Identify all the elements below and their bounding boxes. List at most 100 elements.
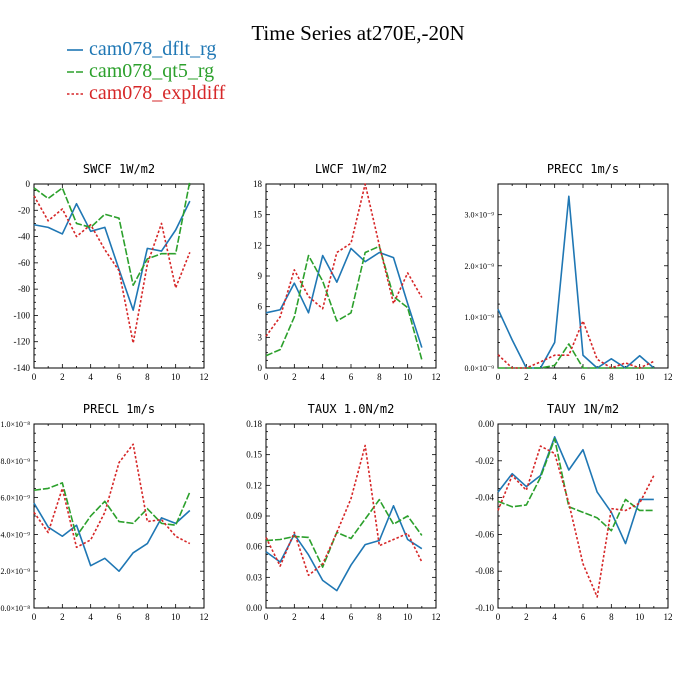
panels: SWCF 1W/m2 0 2 4 6 8 10 12 -140 -120 -100 -80 -60 -40… bbox=[0, 162, 672, 622]
x-tick-label: 4 bbox=[88, 372, 93, 382]
x-tick-label: 4 bbox=[88, 612, 93, 622]
legend: cam078_dflt_rgcam078_qt5_rgcam078_expldi… bbox=[67, 38, 226, 104]
y-tick-label: 18 bbox=[253, 179, 263, 189]
series-line-cam078_dflt_rg bbox=[497, 436, 654, 545]
x-tick-label: 0 bbox=[264, 372, 269, 382]
y-tick-label: 3 bbox=[258, 332, 263, 342]
series-line-cam078_expldiff bbox=[33, 195, 191, 344]
y-tick-label: -0.10 bbox=[475, 603, 494, 613]
series-line-cam078_expldiff bbox=[265, 183, 423, 337]
y-tick-label: 0.09 bbox=[246, 511, 262, 521]
y-tick-label: 4.0×10⁻⁹ bbox=[0, 530, 30, 539]
y-tick-label: 2.0×10⁻⁹ bbox=[0, 567, 30, 576]
y-tick-label: -20 bbox=[18, 205, 30, 215]
chart-panel-3: PRECC 1m/s 0 2 4 6 8 10 12 0.0×10⁻⁹ 1.0×10⁻⁹ 2.0×1… bbox=[464, 162, 672, 382]
x-tick-label: 8 bbox=[377, 372, 382, 382]
y-tick-label: 0.15 bbox=[246, 450, 262, 460]
x-tick-label: 8 bbox=[609, 372, 614, 382]
x-tick-label: 10 bbox=[403, 612, 413, 622]
x-tick-label: 8 bbox=[377, 612, 382, 622]
plot-frame bbox=[497, 183, 669, 369]
x-tick-label: 12 bbox=[664, 612, 673, 622]
y-tick-label: 0.0×10⁻⁹ bbox=[464, 364, 494, 373]
panel-title: TAUY 1N/m2 bbox=[547, 402, 619, 416]
x-tick-label: 4 bbox=[552, 612, 557, 622]
x-tick-label: 10 bbox=[171, 372, 181, 382]
y-tick-label: 6.0×10⁻⁹ bbox=[0, 494, 30, 503]
x-tick-label: 8 bbox=[145, 612, 150, 622]
y-tick-label: 0.00 bbox=[246, 603, 262, 613]
panel-title: SWCF 1W/m2 bbox=[83, 162, 155, 176]
y-tick-label: 8.0×10⁻⁹ bbox=[0, 457, 30, 466]
plot-frame bbox=[265, 183, 437, 369]
y-tick-label: -0.02 bbox=[475, 456, 494, 466]
x-tick-label: 6 bbox=[117, 372, 122, 382]
x-tick-label: 0 bbox=[32, 372, 37, 382]
series-line-cam078_qt5_rg bbox=[498, 343, 654, 369]
y-tick-label: 12 bbox=[253, 240, 262, 250]
x-tick-label: 6 bbox=[581, 372, 586, 382]
plot-frame bbox=[33, 423, 205, 609]
y-tick-label: -120 bbox=[14, 337, 31, 347]
x-tick-label: 2 bbox=[292, 372, 297, 382]
x-tick-label: 0 bbox=[264, 612, 269, 622]
x-tick-label: 8 bbox=[609, 612, 614, 622]
series-line-cam078_dflt_rg bbox=[265, 247, 423, 348]
x-tick-label: 0 bbox=[32, 612, 37, 622]
x-tick-label: 10 bbox=[171, 612, 181, 622]
y-tick-label: 15 bbox=[253, 210, 263, 220]
series-line-cam078_expldiff bbox=[497, 445, 655, 598]
series-line-cam078_qt5_rg bbox=[265, 498, 423, 568]
x-tick-label: 10 bbox=[635, 372, 645, 382]
y-tick-label: -80 bbox=[18, 284, 30, 294]
y-tick-label: 0.00 bbox=[478, 419, 494, 429]
x-tick-label: 4 bbox=[320, 612, 325, 622]
x-tick-label: 12 bbox=[664, 372, 673, 382]
plot-frame bbox=[265, 423, 437, 609]
y-tick-label: 1.0×10⁻⁸ bbox=[0, 420, 30, 429]
x-tick-label: 4 bbox=[552, 372, 557, 382]
series-line-cam078_dflt_rg bbox=[33, 200, 191, 311]
series-line-cam078_qt5_rg bbox=[33, 482, 191, 538]
series-line-cam078_dflt_rg bbox=[33, 502, 191, 573]
panel-title: TAUX 1.0N/m2 bbox=[308, 402, 395, 416]
chart-panel-5: TAUX 1.0N/m2 0 2 4 6 8 10 12 0.00 0.03 0.06 0.09 0.1… bbox=[246, 402, 440, 622]
series-line-cam078_qt5_rg bbox=[265, 245, 423, 361]
x-tick-label: 4 bbox=[320, 372, 325, 382]
x-tick-label: 6 bbox=[581, 612, 586, 622]
y-tick-label: 0.0×10⁻⁸ bbox=[0, 604, 30, 613]
y-tick-label: -0.06 bbox=[475, 529, 494, 539]
y-tick-label: 0.18 bbox=[246, 419, 262, 429]
y-tick-label: 0 bbox=[258, 363, 263, 373]
panel-title: PRECC 1m/s bbox=[547, 162, 619, 176]
legend-label: cam078_dflt_rg bbox=[89, 38, 216, 60]
figure-title: Time Series at270E,-20N bbox=[251, 21, 464, 45]
series-line-cam078_expldiff bbox=[33, 443, 191, 549]
panel-title: PRECL 1m/s bbox=[83, 402, 155, 416]
y-tick-label: -60 bbox=[18, 258, 30, 268]
y-tick-label: -140 bbox=[14, 363, 31, 373]
y-tick-label: 3.0×10⁻⁹ bbox=[464, 211, 494, 220]
chart-panel-2: LWCF 1W/m2 0 2 4 6 8 10 12 0 3 6 9 12 15 18 bbox=[253, 162, 441, 382]
series-line-cam078_dflt_rg bbox=[497, 195, 655, 369]
x-tick-label: 6 bbox=[349, 612, 354, 622]
chart-panel-1: SWCF 1W/m2 0 2 4 6 8 10 12 -140 -120 -100 -80 -60 -40… bbox=[14, 162, 209, 382]
x-tick-label: 12 bbox=[200, 372, 209, 382]
x-tick-label: 2 bbox=[60, 372, 65, 382]
series-line-cam078_qt5_rg bbox=[33, 181, 191, 287]
x-tick-label: 8 bbox=[145, 372, 150, 382]
y-tick-label: 9 bbox=[258, 271, 263, 281]
y-tick-label: 2.0×10⁻⁹ bbox=[464, 262, 494, 271]
x-tick-label: 10 bbox=[403, 372, 413, 382]
x-tick-label: 2 bbox=[60, 612, 65, 622]
y-tick-label: 0 bbox=[26, 179, 31, 189]
legend-label: cam078_expldiff bbox=[89, 82, 226, 104]
x-tick-label: 6 bbox=[117, 612, 122, 622]
y-tick-label: 0.03 bbox=[246, 572, 262, 582]
series-line-cam078_qt5_rg bbox=[497, 437, 654, 532]
x-tick-label: 12 bbox=[200, 612, 209, 622]
y-tick-label: -0.04 bbox=[475, 493, 494, 503]
y-tick-label: -100 bbox=[14, 310, 31, 320]
y-tick-label: 1.0×10⁻⁹ bbox=[464, 313, 494, 322]
